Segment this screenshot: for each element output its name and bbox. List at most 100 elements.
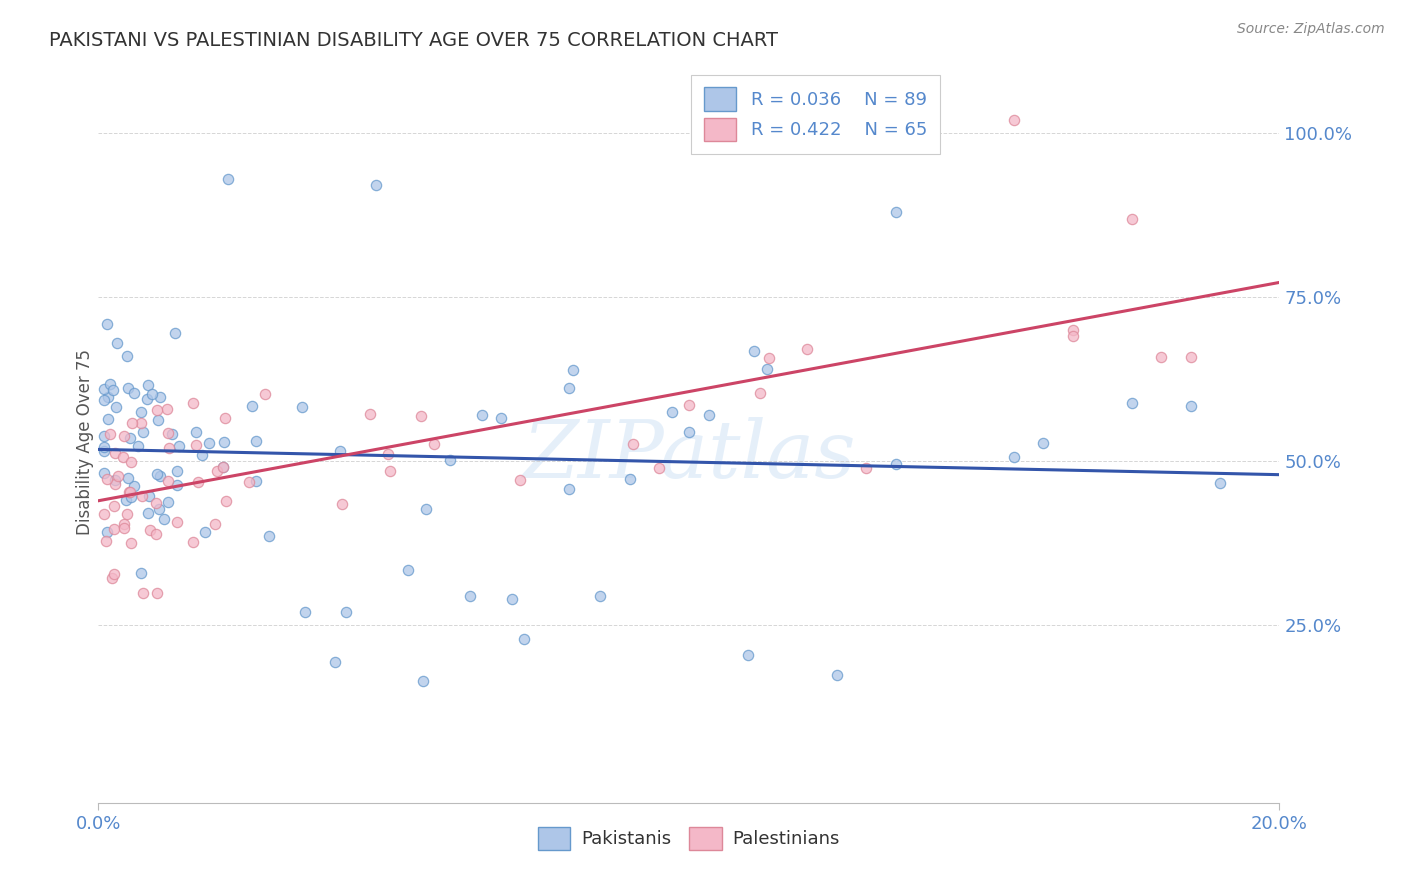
- Point: [93, 507, 115, 521]
- Point: [422, 437, 444, 451]
- Point: [148, 502, 170, 516]
- Point: [117, 470, 139, 484]
- Point: [697, 408, 720, 422]
- Y-axis label: Disability Age Over 75: Disability Age Over 75: [76, 349, 94, 534]
- Point: [214, 411, 236, 425]
- Point: [460, 589, 482, 603]
- Point: [98, 376, 121, 391]
- Point: [166, 465, 188, 479]
- Point: [145, 526, 167, 541]
- Point: [122, 385, 145, 400]
- Point: [245, 434, 267, 449]
- Point: [1032, 435, 1054, 450]
- Point: [1180, 350, 1202, 364]
- Point: [1121, 396, 1143, 410]
- Point: [132, 585, 155, 599]
- Point: [678, 399, 700, 413]
- Point: [184, 438, 207, 452]
- Point: [884, 457, 907, 471]
- Point: [145, 496, 167, 510]
- Point: [157, 442, 180, 456]
- Point: [132, 425, 155, 440]
- Point: [120, 431, 142, 445]
- Text: ZIPatlas: ZIPatlas: [522, 417, 856, 495]
- Point: [204, 517, 226, 532]
- Point: [163, 326, 186, 340]
- Point: [758, 351, 780, 366]
- Point: [360, 407, 382, 421]
- Point: [198, 435, 221, 450]
- Point: [146, 467, 169, 482]
- Point: [1121, 212, 1143, 227]
- Point: [1002, 112, 1025, 127]
- Point: [136, 392, 159, 406]
- Point: [166, 515, 188, 529]
- Point: [329, 444, 352, 458]
- Point: [796, 342, 818, 356]
- Point: [145, 403, 167, 417]
- Point: [415, 501, 437, 516]
- Point: [589, 589, 612, 603]
- Point: [105, 335, 128, 350]
- Point: [114, 493, 136, 508]
- Point: [557, 482, 579, 496]
- Point: [104, 476, 127, 491]
- Point: [661, 405, 683, 419]
- Point: [112, 516, 135, 531]
- Point: [117, 350, 139, 364]
- Point: [194, 524, 217, 539]
- Point: [561, 363, 583, 377]
- Point: [211, 459, 233, 474]
- Point: [214, 494, 236, 508]
- Point: [103, 522, 125, 536]
- Point: [93, 429, 115, 443]
- Point: [377, 447, 399, 461]
- Point: [1209, 476, 1232, 491]
- Point: [93, 393, 115, 408]
- Point: [678, 425, 700, 440]
- Point: [93, 466, 115, 480]
- Point: [115, 508, 138, 522]
- Point: [509, 473, 531, 487]
- Point: [156, 425, 179, 440]
- Point: [187, 475, 209, 489]
- Point: [129, 405, 152, 419]
- Point: [253, 387, 276, 401]
- Point: [96, 472, 118, 486]
- Point: [439, 453, 461, 467]
- Point: [117, 381, 139, 395]
- Point: [884, 204, 907, 219]
- Point: [1002, 450, 1025, 464]
- Point: [100, 571, 122, 585]
- Point: [330, 496, 353, 510]
- Point: [105, 401, 128, 415]
- Point: [181, 535, 204, 549]
- Point: [212, 434, 235, 449]
- Point: [162, 427, 184, 442]
- Point: [512, 632, 534, 646]
- Point: [117, 485, 139, 500]
- Point: [257, 529, 280, 543]
- Text: Source: ZipAtlas.com: Source: ZipAtlas.com: [1237, 22, 1385, 37]
- Point: [129, 566, 152, 581]
- Point: [131, 416, 153, 430]
- Point: [93, 382, 115, 396]
- Point: [122, 479, 145, 493]
- Point: [621, 437, 644, 451]
- Point: [748, 386, 770, 401]
- Point: [291, 400, 314, 414]
- Point: [364, 178, 387, 193]
- Point: [744, 344, 766, 359]
- Point: [139, 523, 162, 537]
- Point: [94, 534, 117, 549]
- Point: [104, 473, 127, 487]
- Point: [96, 525, 118, 540]
- Point: [205, 464, 228, 478]
- Point: [146, 585, 169, 599]
- Point: [112, 429, 135, 443]
- Point: [1150, 350, 1173, 364]
- Point: [93, 440, 115, 454]
- Point: [755, 361, 778, 376]
- Point: [107, 468, 129, 483]
- Point: [112, 450, 135, 464]
